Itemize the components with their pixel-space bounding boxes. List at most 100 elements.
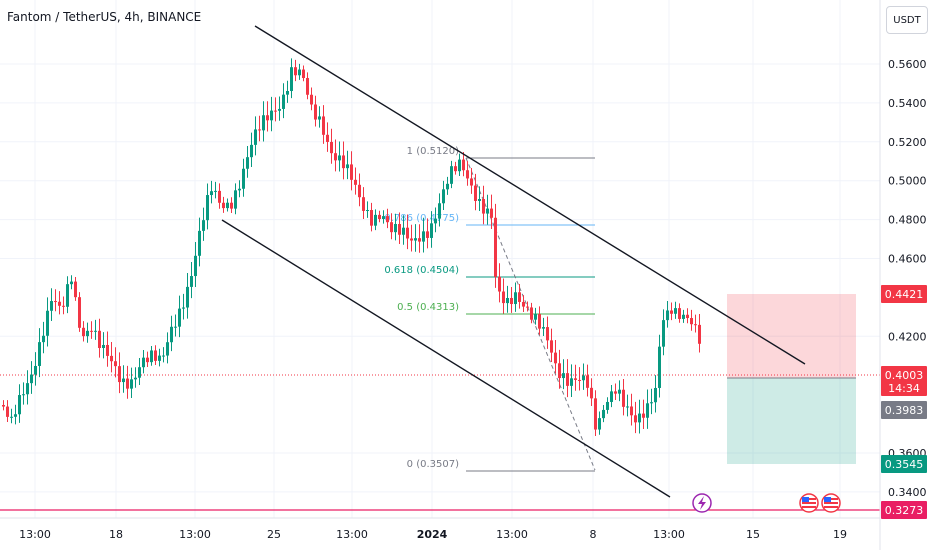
candle-body [694, 324, 697, 326]
candle-body [318, 116, 321, 120]
price-tick-label: 0.5200 [888, 136, 927, 149]
candle-body [618, 389, 621, 394]
time-tick-label: 2024 [417, 528, 448, 541]
candle-body [490, 208, 493, 218]
price-tick-label: 0.5400 [888, 97, 927, 110]
candle-body [610, 391, 613, 402]
candle-body [146, 357, 149, 363]
candle-body [258, 129, 261, 131]
us-flag-icon[interactable] [821, 493, 841, 513]
candle-body [406, 227, 409, 239]
candle-body [54, 301, 57, 303]
candle-body [90, 330, 93, 332]
time-axis[interactable]: 13:00 18 13:00 25 13:00 2024 13:00 8 13:00 15 19 [19, 528, 847, 541]
candle-body [514, 292, 517, 305]
take-profit-tag-label: 0.3545 [885, 458, 924, 471]
candle-body [530, 307, 533, 320]
candle-body [550, 340, 553, 353]
candle-body [402, 227, 405, 235]
candle-body [298, 69, 301, 76]
price-tick-label: 0.4200 [888, 330, 927, 343]
take-profit-zone[interactable] [727, 378, 856, 464]
candle-body [502, 291, 505, 304]
candle-body [682, 314, 685, 319]
lightning-icon[interactable] [692, 493, 712, 513]
candle-body [194, 255, 197, 277]
candle-body [382, 216, 385, 219]
candle-body [250, 144, 253, 158]
candle-body [450, 166, 453, 184]
us-flag-icon[interactable] [799, 493, 819, 513]
candle-body [370, 210, 373, 226]
candle-body [566, 373, 569, 386]
candle-body [558, 363, 561, 379]
take-profit-tag [881, 455, 927, 473]
candle-body [442, 189, 445, 204]
candle-body [518, 292, 521, 302]
fib-level-label: 1 (0.5120) [407, 146, 459, 157]
candle-body [458, 159, 461, 172]
currency-button[interactable]: USDT [886, 6, 928, 34]
candle-body [82, 327, 85, 337]
candle-body [574, 378, 577, 380]
stop-loss-zone[interactable] [727, 294, 856, 378]
candle-body [542, 327, 545, 329]
candle-body [538, 314, 541, 329]
candle-body [310, 94, 313, 105]
candle-body [466, 170, 469, 179]
entry-price-tag [881, 401, 927, 419]
candle-body [50, 301, 53, 311]
candle-body [554, 352, 557, 364]
candle-body [630, 406, 633, 416]
candle-body [594, 398, 597, 430]
stop-loss-tag [881, 285, 927, 303]
current-price-tag-countdown: 14:34 [888, 382, 920, 395]
candle-body [590, 387, 593, 399]
candle-body [154, 350, 157, 361]
candle-body [446, 183, 449, 190]
candle-body [438, 203, 441, 219]
stop-loss-tag-label: 0.4421 [885, 288, 924, 301]
candle-body [266, 115, 269, 121]
candle-body [662, 320, 665, 347]
candle-body [270, 110, 273, 121]
fib-level-label: 0 (0.3507) [407, 459, 459, 470]
candle-body [474, 185, 477, 201]
price-axis[interactable]: 0.5600 0.5400 0.5200 0.5000 0.4800 0.4600 0.42… [888, 58, 927, 499]
candle-body [78, 297, 81, 328]
candle-body [62, 305, 65, 307]
candle-body [198, 230, 201, 256]
candle-body [578, 379, 581, 381]
candle-body [342, 155, 345, 169]
candle-body [126, 378, 129, 389]
candle-body [354, 179, 357, 185]
current-price-tag [881, 366, 927, 396]
candle-body [398, 224, 401, 235]
candle-body [158, 355, 161, 361]
candle-body [174, 326, 177, 328]
price-tick-label: 0.5000 [888, 175, 927, 188]
candle-body [38, 342, 41, 366]
candle-body [226, 202, 229, 209]
candle-body [506, 297, 509, 304]
candle-body [242, 168, 245, 189]
candle-body [470, 178, 473, 186]
candle-body [330, 141, 333, 154]
candle-body [306, 78, 309, 95]
candle-body [622, 389, 625, 407]
candle-body [586, 375, 589, 388]
candle-body [486, 208, 489, 214]
low-line-tag [881, 501, 927, 519]
time-tick-label: 13:00 [179, 528, 211, 541]
channel-lower-line[interactable] [221, 219, 671, 498]
channel-upper-line[interactable] [254, 25, 806, 365]
candle-body [478, 199, 481, 201]
candle-body [526, 306, 529, 308]
candle-body [14, 414, 17, 417]
candle-body [202, 220, 205, 231]
price-tick-label: 0.4600 [888, 253, 927, 266]
fibonacci-retracement[interactable]: 1 (0.5120) 0.786 (0.4775) 0.618 (0.4504) 0.… [384, 146, 595, 472]
candle-body [362, 197, 365, 211]
candle-body [6, 406, 9, 417]
